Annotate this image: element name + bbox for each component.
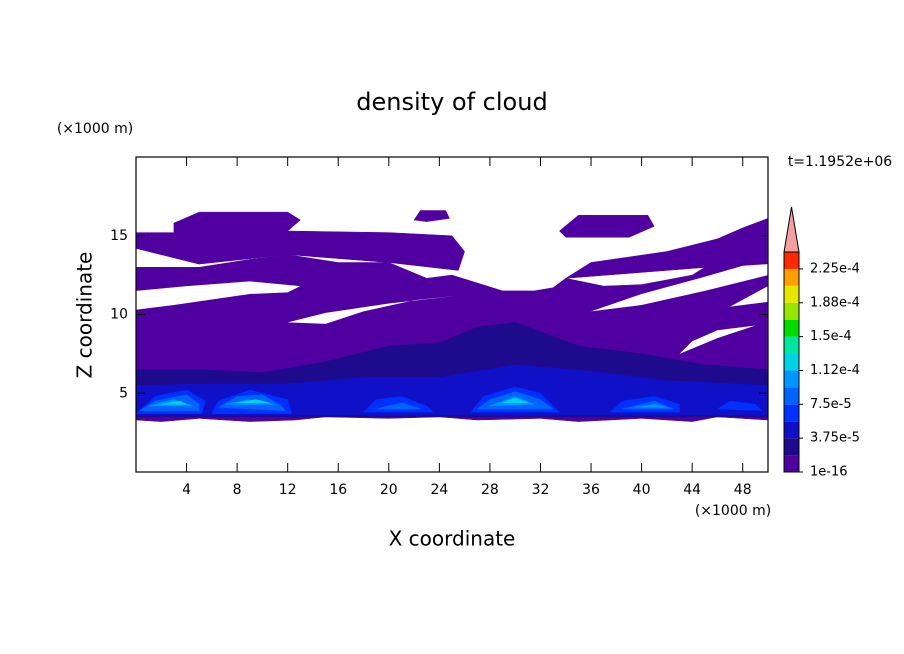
- colorbar-label: 2.25e-4: [810, 261, 860, 276]
- colorbar-label: 3.75e-5: [810, 431, 860, 446]
- x-tick-label: 16: [329, 482, 347, 498]
- colorbar-label: 1.5e-4: [810, 329, 852, 344]
- clear-region: [730, 286, 768, 307]
- y-axis-label: Z coordinate: [73, 252, 97, 379]
- x-tick-label: 12: [279, 482, 297, 498]
- y-unit: (×1000 m): [57, 121, 133, 137]
- colorbar-bin: [784, 387, 799, 405]
- colorbar-bin: [784, 404, 799, 422]
- contour-region: [376, 402, 421, 410]
- x-tick-label: 8: [233, 482, 242, 498]
- contour-region: [716, 400, 763, 411]
- colorbar-bin: [784, 455, 799, 472]
- colorbar-bin: [784, 353, 799, 371]
- x-tick-label: 28: [481, 482, 499, 498]
- colorbar-label: 1.12e-4: [810, 363, 860, 378]
- clear-region: [287, 295, 459, 324]
- x-tick-label: 48: [734, 482, 752, 498]
- colorbar-bin: [784, 421, 799, 439]
- colorbar-label: 1.88e-4: [810, 295, 860, 310]
- clear-region: [136, 281, 301, 310]
- colorbar-frame: [783, 251, 800, 473]
- x-tick-label: 20: [380, 482, 398, 498]
- colorbar-bin: [784, 285, 799, 303]
- colorbar-bin: [784, 302, 799, 320]
- contour-region: [635, 404, 667, 408]
- x-tick-label: 4: [182, 482, 191, 498]
- clear-region: [679, 325, 756, 354]
- y-tick-label: 5: [119, 385, 128, 401]
- x-tick-label: 24: [430, 482, 448, 498]
- colorbar-label: 7.5e-5: [810, 397, 852, 412]
- x-axis-label: X coordinate: [389, 527, 516, 551]
- colorbar-bin: [784, 336, 799, 354]
- x-tick-label: 32: [532, 482, 550, 498]
- chart-title: density of cloud: [356, 88, 547, 116]
- x-tick-label: 44: [683, 482, 701, 498]
- contour-region: [559, 215, 655, 238]
- colorbar-bin: [784, 252, 799, 269]
- colorbar-bin: [784, 268, 799, 286]
- colorbar-bin: [784, 319, 799, 337]
- contour-region: [237, 399, 269, 403]
- contour-region: [161, 400, 187, 405]
- time-label: t=1.1952e+06: [788, 154, 892, 170]
- x-tick-label: 36: [582, 482, 600, 498]
- colorbar-bin: [784, 438, 799, 456]
- contour-region: [502, 397, 528, 403]
- colorbar-bin: [784, 370, 799, 388]
- clear-region: [591, 264, 768, 312]
- contour-region: [413, 210, 450, 222]
- colorbar-extend: [783, 206, 800, 253]
- x-tick-label: 40: [633, 482, 651, 498]
- x-unit: (×1000 m): [695, 503, 771, 519]
- colorbar-label: 1e-16: [810, 465, 848, 480]
- y-tick-label: 10: [110, 307, 128, 323]
- y-tick-label: 15: [110, 228, 128, 244]
- contour-region: [135, 211, 465, 271]
